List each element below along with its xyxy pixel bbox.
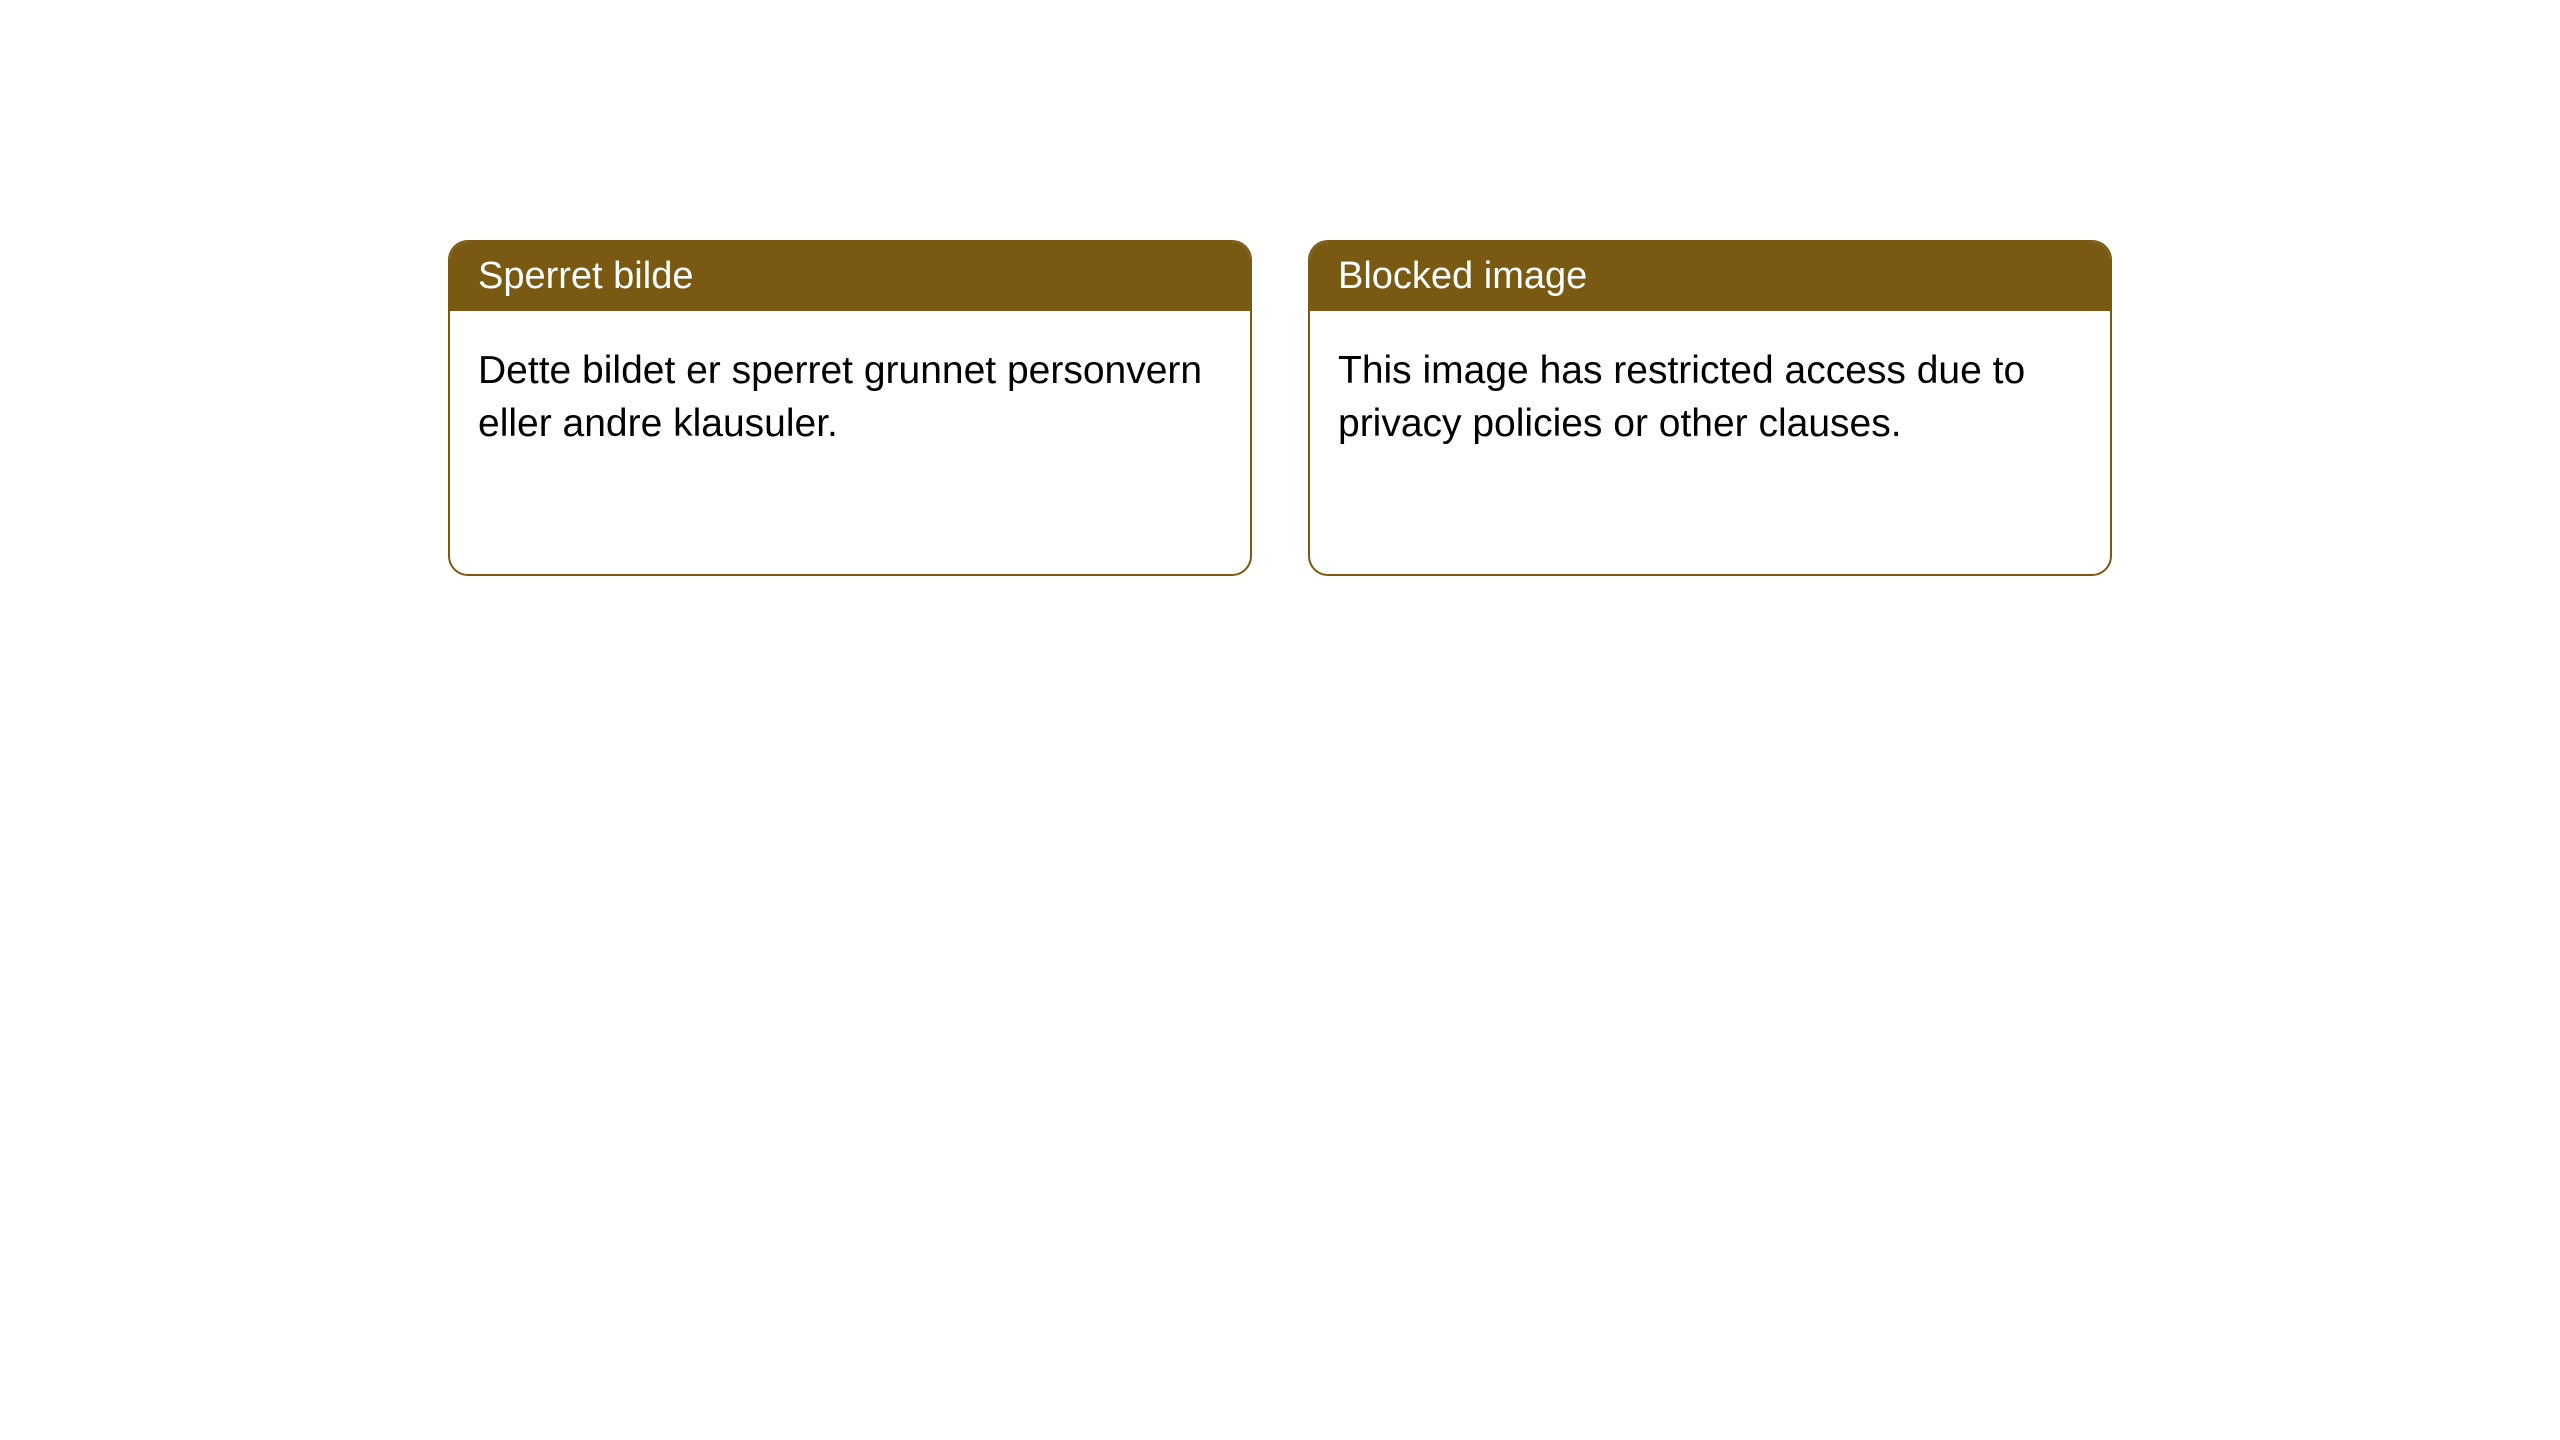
blocked-image-card-en: Blocked image This image has restricted … [1308,240,2112,576]
card-header-en: Blocked image [1310,242,2110,311]
card-body-no: Dette bildet er sperret grunnet personve… [450,311,1250,484]
blocked-image-card-no: Sperret bilde Dette bildet er sperret gr… [448,240,1252,576]
card-body-en: This image has restricted access due to … [1310,311,2110,484]
cards-container: Sperret bilde Dette bildet er sperret gr… [0,0,2560,576]
card-header-no: Sperret bilde [450,242,1250,311]
